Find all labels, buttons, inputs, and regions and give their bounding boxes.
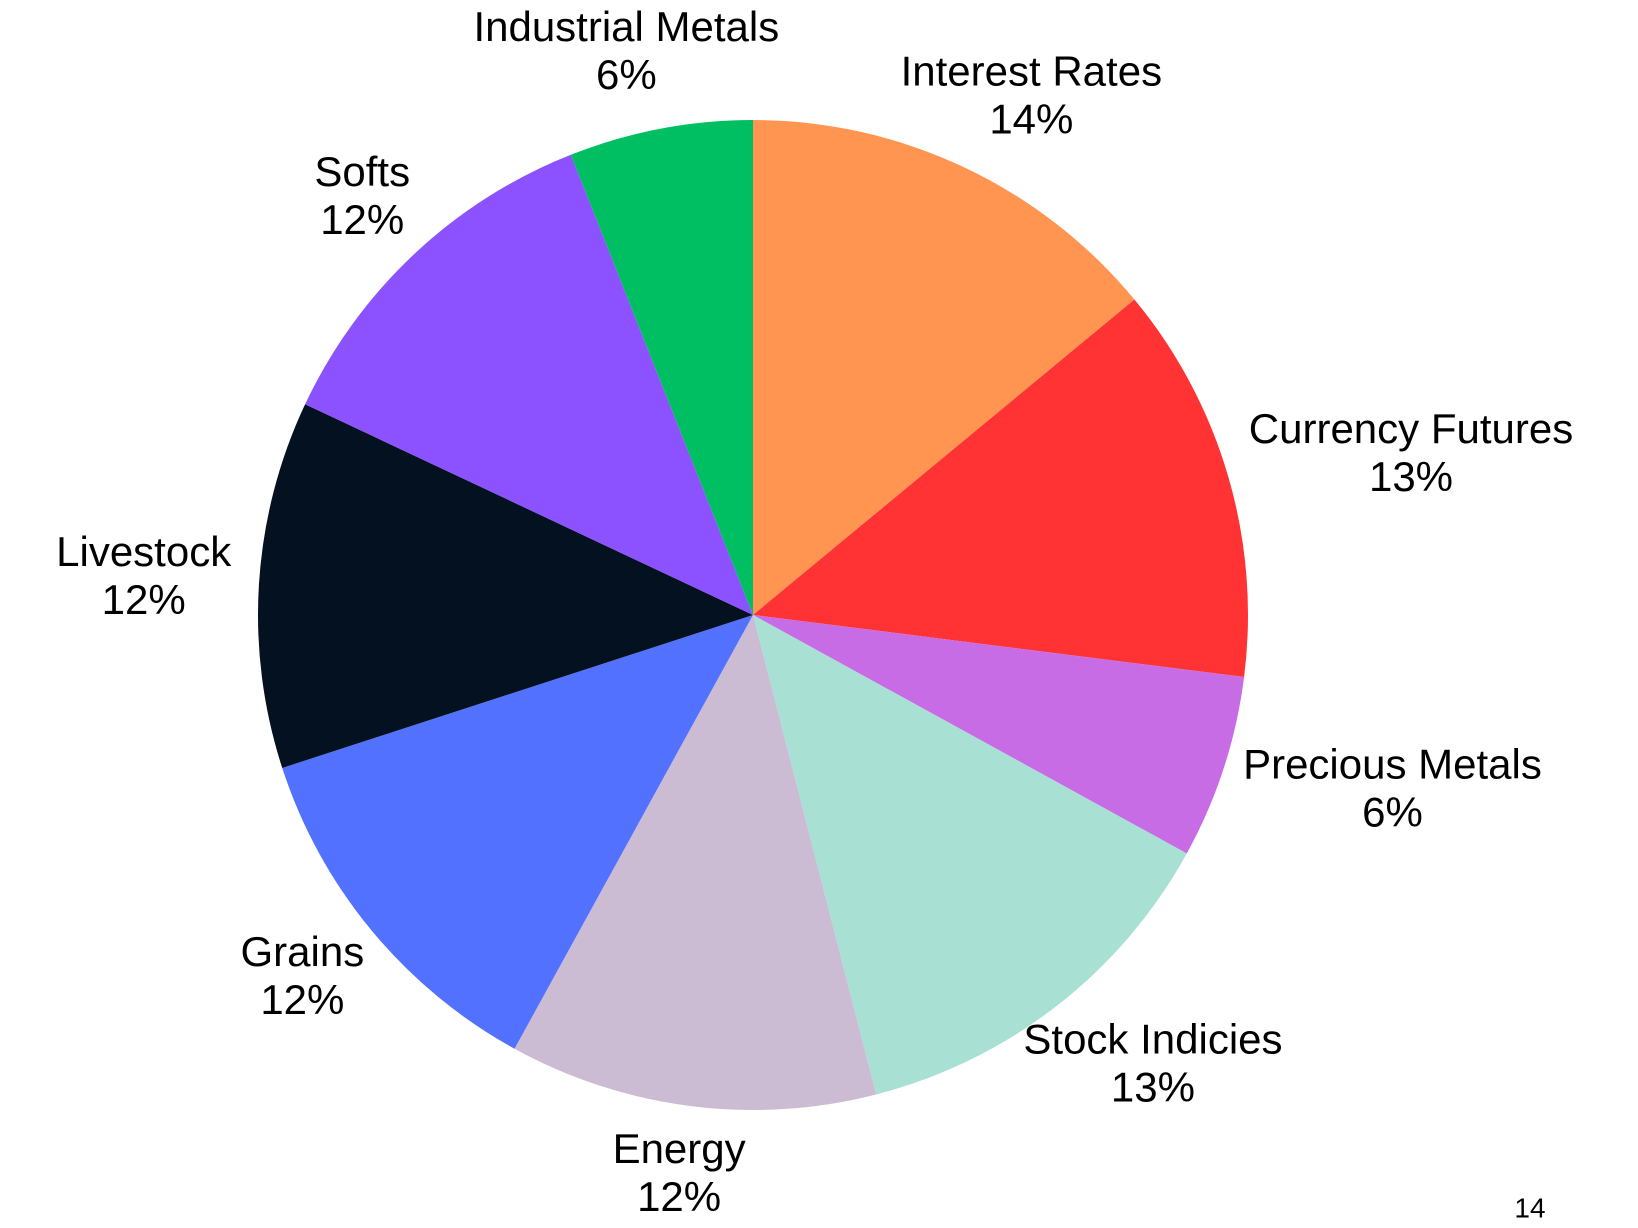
- slice-value-label: 12%: [637, 1173, 721, 1220]
- pie-slice: [305, 154, 753, 616]
- slice-value-label: 12%: [320, 196, 404, 243]
- pie-slice: [258, 404, 753, 768]
- slice-value-label: 12%: [260, 976, 344, 1023]
- slice-label: Precious Metals: [1243, 741, 1542, 788]
- page-number: 14: [1514, 1192, 1545, 1223]
- pie-slice: [753, 615, 1245, 854]
- slice-label: Energy: [613, 1125, 746, 1172]
- slice-value-label: 14%: [989, 95, 1073, 142]
- slice-value-label: 6%: [1362, 789, 1423, 836]
- pie-slice: [753, 120, 1135, 615]
- slice-label: Grains: [241, 928, 365, 975]
- slice-value-label: 6%: [596, 51, 657, 98]
- pie-slice: [570, 120, 753, 615]
- slice-value-label: 13%: [1369, 453, 1453, 500]
- slice-value-label: 12%: [102, 576, 186, 623]
- slice-label: Softs: [314, 148, 410, 195]
- pie-slice: [753, 299, 1248, 678]
- pie-slice: [753, 615, 1187, 1095]
- slice-label: Industrial Metals: [473, 3, 779, 50]
- slice-value-label: 13%: [1111, 1063, 1195, 1110]
- slice-label: Interest Rates: [901, 47, 1162, 94]
- pie-slice: [282, 615, 753, 1049]
- slice-label: Currency Futures: [1249, 405, 1573, 452]
- slice-label: Stock Indicies: [1023, 1015, 1282, 1062]
- slice-label: Livestock: [56, 528, 232, 575]
- pie-slice: [514, 615, 877, 1110]
